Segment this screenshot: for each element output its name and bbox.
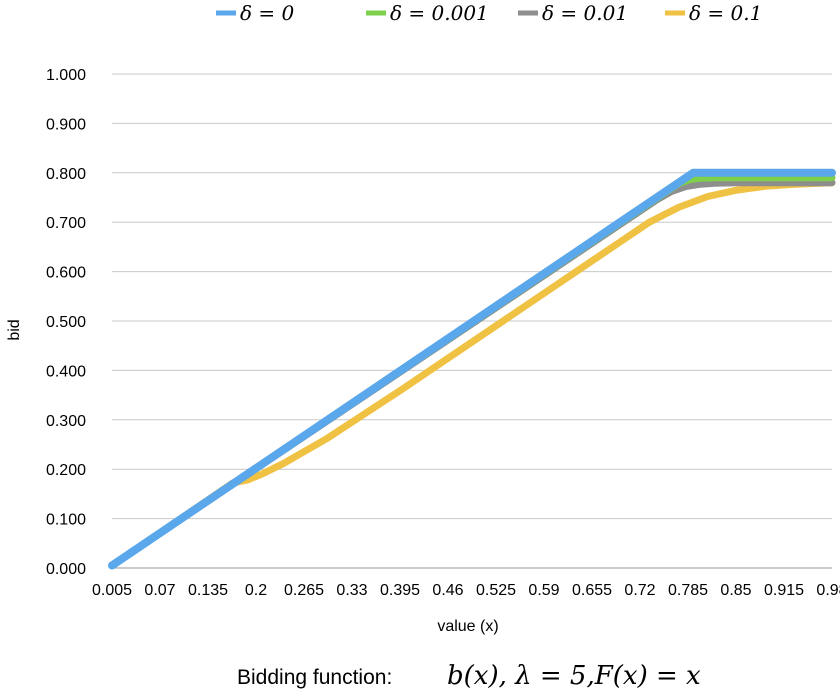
- y-tick-label: 1.000: [46, 67, 86, 84]
- legend-entry: δ = 0.1: [689, 1, 762, 25]
- x-tick-label: 0.395: [380, 582, 420, 599]
- x-tick-label: 0.005: [92, 582, 132, 599]
- y-tick-label: 0.900: [46, 116, 86, 133]
- x-tick-label: 0.785: [668, 582, 708, 599]
- legend-entry: δ = 0.01: [542, 1, 628, 25]
- y-tick-label: 0.200: [46, 462, 86, 479]
- legend-entry: δ = 0: [240, 1, 295, 25]
- x-axis-label: value (x): [437, 618, 498, 635]
- x-tick-label: 0.2: [245, 582, 267, 599]
- x-tick-label: 0.85: [720, 582, 751, 599]
- caption-label: Bidding function:: [237, 666, 392, 689]
- legend: δ = 0 δ = 0.001 δ = 0.01 δ = 0.1: [216, 1, 762, 25]
- y-tick-label: 0.000: [46, 561, 86, 578]
- x-tick-label: 0.915: [764, 582, 804, 599]
- x-tick-label: 0.46: [432, 582, 463, 599]
- y-tick-label: 0.400: [46, 363, 86, 380]
- x-tick-label: 0.135: [188, 582, 228, 599]
- x-tick-label: 0.265: [284, 582, 324, 599]
- legend-entry: δ = 0.001: [390, 1, 489, 25]
- caption-formula: b(x), λ = 5,F(x) = x: [447, 661, 701, 691]
- series-line-0: [108, 168, 836, 570]
- x-tick-label: 0.07: [144, 582, 175, 599]
- series-line-2: [108, 179, 836, 569]
- x-tick-label: 0.525: [476, 582, 516, 599]
- x-tick-labels: 0.005 0.07 0.135 0.2 0.265 0.33 0.395 0.46 0.525…: [92, 582, 840, 599]
- x-tick-label: 0.655: [572, 582, 612, 599]
- y-tick-label: 0.600: [46, 265, 86, 282]
- y-tick-label: 0.300: [46, 413, 86, 430]
- series-line-3: [108, 179, 836, 569]
- x-tick-label: 0.33: [336, 582, 367, 599]
- x-tick-label: 0.72: [624, 582, 655, 599]
- y-tick-labels: 0.000 0.100 0.200 0.300 0.400 0.500 0.600 0.700…: [46, 67, 86, 578]
- y-tick-label: 0.700: [46, 215, 86, 232]
- y-axis-label: bid: [6, 319, 23, 340]
- y-tick-label: 0.100: [46, 512, 86, 529]
- x-tick-label: 0.98: [816, 582, 840, 599]
- y-tick-label: 0.500: [46, 314, 86, 331]
- series-line-1: [108, 174, 836, 569]
- y-tick-label: 0.800: [46, 166, 86, 183]
- series-lines: [108, 168, 836, 570]
- x-tick-label: 0.59: [528, 582, 559, 599]
